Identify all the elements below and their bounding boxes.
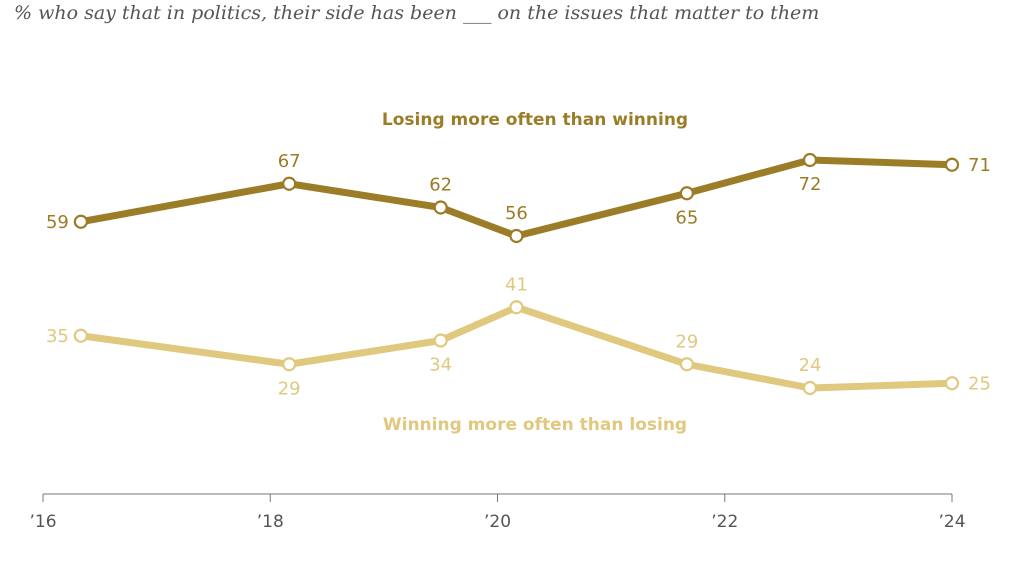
data-point xyxy=(509,228,524,244)
data-label: 59 xyxy=(46,212,69,233)
data-label: 65 xyxy=(675,207,698,228)
chart-subtitle: % who say that in politics, their side h… xyxy=(14,2,820,24)
series-name-label: Losing more often than winning xyxy=(382,110,688,130)
data-label: 71 xyxy=(968,155,991,176)
x-tick-label: ’18 xyxy=(257,512,284,532)
data-point xyxy=(73,214,88,229)
data-point xyxy=(679,357,694,372)
data-label: 29 xyxy=(278,378,301,399)
series-winning: 35 29 34 41 29 24 25 Winning more often than lo… xyxy=(46,274,991,435)
data-point xyxy=(433,333,448,348)
x-tick-label: ’20 xyxy=(484,512,511,532)
data-point xyxy=(944,157,960,172)
data-point xyxy=(944,376,960,391)
x-tick-label: ’24 xyxy=(938,512,965,532)
data-point xyxy=(282,357,297,372)
x-axis: ’16 ’18 ’20 ’22 ’24 xyxy=(29,493,966,532)
data-label: 72 xyxy=(799,174,822,195)
x-tick-label: ’22 xyxy=(711,512,738,532)
data-label: 67 xyxy=(278,151,301,172)
data-label: 35 xyxy=(46,326,69,347)
data-point xyxy=(802,380,818,396)
data-label: 56 xyxy=(505,203,528,224)
data-point xyxy=(73,328,88,343)
data-label: 34 xyxy=(429,355,452,376)
data-point xyxy=(802,152,818,168)
series-name-label: Winning more often than losing xyxy=(383,415,687,435)
data-point xyxy=(509,300,524,315)
data-label: 24 xyxy=(799,355,822,376)
series-layer: 59 67 62 56 65 72 71 Losing more often than win… xyxy=(46,110,991,435)
x-tick-label: ’16 xyxy=(29,512,56,532)
data-label: 25 xyxy=(968,373,991,394)
series-line xyxy=(77,156,956,240)
data-point xyxy=(679,186,694,201)
data-label: 62 xyxy=(429,175,452,196)
data-label: 29 xyxy=(675,331,698,352)
data-label: 41 xyxy=(505,274,528,295)
data-point xyxy=(282,176,297,191)
data-point xyxy=(433,200,448,215)
series-losing: 59 67 62 56 65 72 71 Losing more often than win… xyxy=(46,110,991,244)
